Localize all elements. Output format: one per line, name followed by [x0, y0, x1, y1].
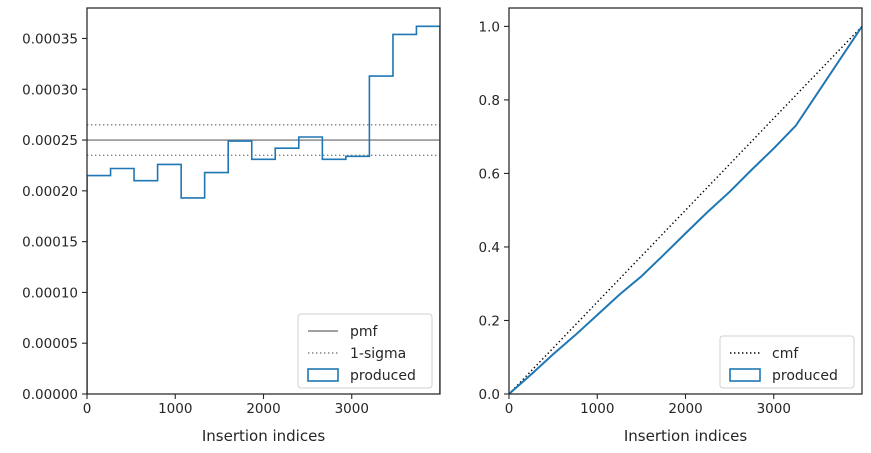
- y-tick-label: 0.00005: [22, 336, 78, 352]
- y-tick-label: 0.2: [479, 313, 500, 329]
- legend-label: 1-sigma: [350, 346, 406, 362]
- legend-label: cmf: [772, 346, 799, 362]
- x-tick-label: 2000: [668, 401, 702, 417]
- plot-area: [509, 25, 862, 394]
- x-axis-label: Insertion indices: [202, 427, 325, 445]
- y-tick-label: 0.00015: [22, 235, 78, 251]
- produced-cumulative-line: [509, 25, 862, 394]
- legend-produced-swatch: [729, 368, 761, 382]
- cmf-panel: 0 1000 2000 3000 0.0 0.2 0.4 0.6 0.8 1.0 Insertion…: [479, 7, 863, 445]
- y-tick-label: 0.00010: [22, 285, 78, 301]
- y-tick-label: 0.4: [479, 240, 500, 256]
- y-tick-label: 0.00020: [22, 184, 78, 200]
- x-tick-label: 3000: [757, 401, 791, 417]
- legend: cmf produced: [719, 335, 855, 389]
- x-tick-label: 0: [83, 401, 92, 417]
- x-tick-label: 0: [505, 401, 514, 417]
- x-axis-label: Insertion indices: [624, 427, 747, 445]
- y-tick-label: 0.00035: [22, 31, 78, 47]
- legend: pmf 1-sigma produced: [297, 313, 433, 389]
- legend-frame: [719, 335, 855, 389]
- produced-step-series: [87, 25, 440, 394]
- legend-label: produced: [772, 368, 838, 384]
- y-tick-label: 0.6: [479, 166, 500, 182]
- legend-label: produced: [350, 368, 416, 384]
- y-tick-label: 0.8: [479, 93, 500, 109]
- y-tick-label: 0.0: [479, 387, 500, 403]
- x-tick-label: 2000: [246, 401, 280, 417]
- y-tick-label: 1.0: [479, 19, 500, 35]
- y-tick-label: 0.00025: [22, 133, 78, 149]
- plot-area: [87, 25, 440, 394]
- cmf-line: [509, 25, 862, 394]
- pmf-histogram-panel: 0 1000 2000 3000 0.00000 0.00005 0.00010 0.0001…: [22, 7, 441, 445]
- x-tick-label: 1000: [158, 401, 192, 417]
- legend-produced-swatch: [307, 368, 339, 382]
- y-tick-label: 0.00030: [22, 82, 78, 98]
- x-tick-label: 3000: [335, 401, 369, 417]
- legend-label: pmf: [350, 324, 379, 340]
- y-tick-label: 0.00000: [22, 387, 78, 403]
- x-tick-label: 1000: [580, 401, 614, 417]
